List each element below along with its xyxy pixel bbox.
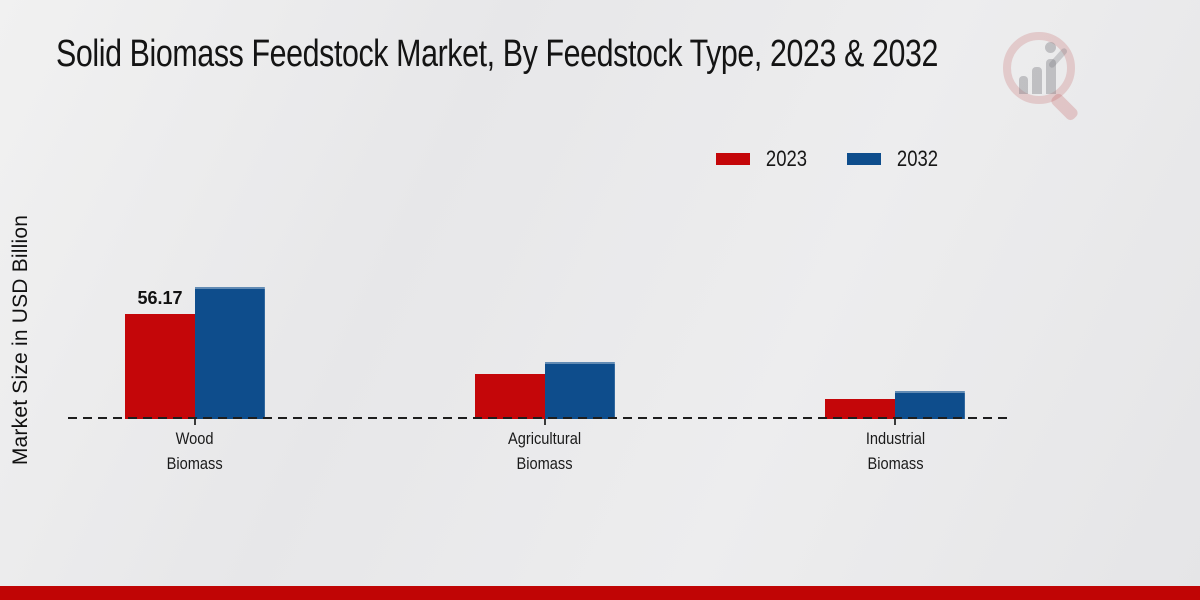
logo-bar-small <box>1019 76 1028 94</box>
bar-2032-wood-biomass <box>195 287 265 419</box>
y-axis-label: Market Size in USD Billion <box>0 178 42 502</box>
legend-label-2032: 2032 <box>896 146 938 171</box>
bar-2023-agricultural-biomass <box>475 374 545 419</box>
bar-2023-industrial-biomass <box>825 399 895 419</box>
page-title-text: Solid Biomass Feedstock Market, By Feeds… <box>56 33 939 75</box>
legend-swatch-2023 <box>716 153 750 165</box>
magnifier-bar-chart-logo-icon <box>995 30 1090 130</box>
legend-swatch-2032 <box>846 153 881 165</box>
x-axis-tick-wood-biomass <box>194 419 196 425</box>
y-axis-label-text: Market Size in USD Billion <box>9 214 32 466</box>
legend-item-2032: 2032 <box>846 146 942 172</box>
x-axis-category-label-industrial-biomass: Industrial Biomass <box>865 429 925 473</box>
page-title: Solid Biomass Feedstock Market, By Feeds… <box>56 33 1159 76</box>
bar-2032-industrial-biomass <box>895 391 965 419</box>
logo-bar-tall <box>1046 59 1056 94</box>
legend-label-2023: 2023 <box>765 146 808 171</box>
x-axis-category-label-agricultural-biomass: Agricultural Biomass <box>508 429 582 473</box>
x-axis-category-label-wood-biomass: Wood Biomass <box>166 429 224 473</box>
chart-plot-area: 56.17 <box>68 250 1007 419</box>
legend-item-2023: 2023 <box>716 146 811 172</box>
logo-bar-medium <box>1032 67 1042 94</box>
x-axis-dashed-baseline <box>68 417 1007 419</box>
legend: 2023 2032 <box>716 146 942 172</box>
footer-red-band <box>0 586 1200 600</box>
bar-2023-wood-biomass <box>125 314 195 419</box>
logo-magnifier-ring <box>1003 32 1075 104</box>
logo-magnifier-handle <box>1049 91 1080 123</box>
x-axis-tick-industrial-biomass <box>894 419 896 425</box>
x-axis-tick-agricultural-biomass <box>544 419 546 425</box>
bar-2032-agricultural-biomass <box>545 362 615 419</box>
bar-value-label-2023-wood-biomass: 56.17 <box>137 288 183 308</box>
logo-dot <box>1045 42 1056 53</box>
